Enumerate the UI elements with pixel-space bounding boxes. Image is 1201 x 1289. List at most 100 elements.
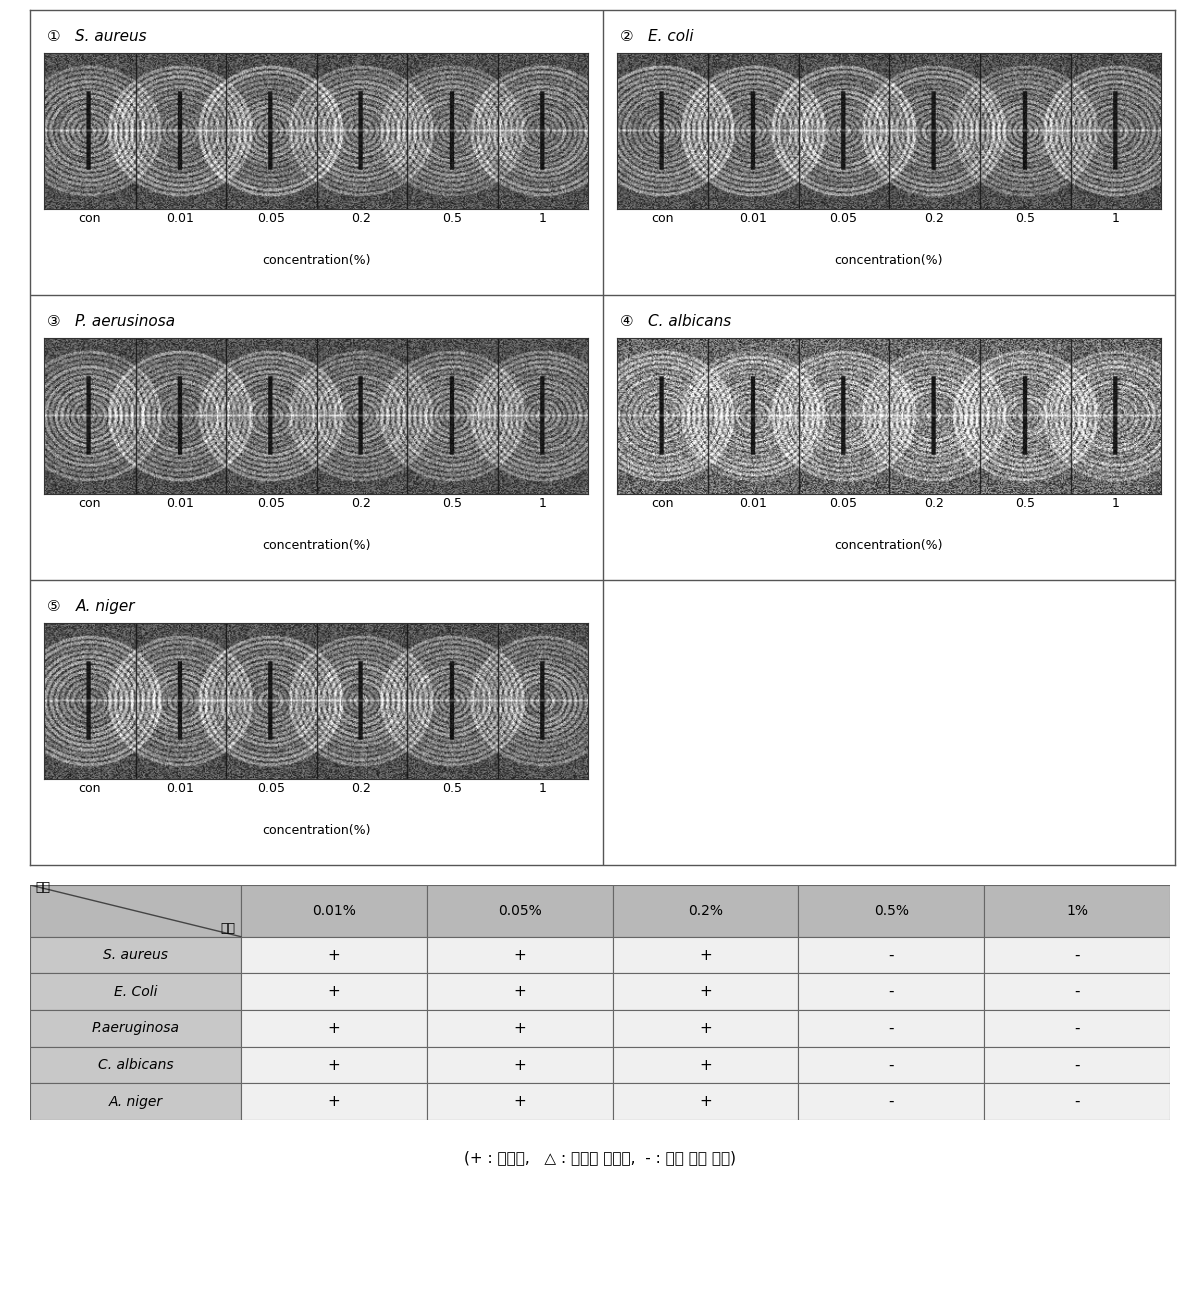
Text: +: + xyxy=(699,1057,712,1072)
Text: -: - xyxy=(889,1057,894,1072)
Text: +: + xyxy=(699,1094,712,1109)
Text: +: + xyxy=(513,1057,526,1072)
Text: -: - xyxy=(889,1094,894,1109)
Text: -: - xyxy=(1075,1021,1080,1036)
Bar xyxy=(241,1083,426,1120)
Text: A. niger: A. niger xyxy=(76,599,135,614)
Text: +: + xyxy=(699,947,712,963)
Bar xyxy=(984,886,1170,937)
Text: -: - xyxy=(1075,947,1080,963)
Bar xyxy=(30,937,241,973)
Text: C. albicans: C. albicans xyxy=(97,1058,173,1072)
Text: ④: ④ xyxy=(620,315,638,329)
Text: 0.05: 0.05 xyxy=(830,498,858,510)
Bar xyxy=(426,937,613,973)
Text: 0.5%: 0.5% xyxy=(874,904,909,918)
Text: 0.01%: 0.01% xyxy=(312,904,355,918)
Text: +: + xyxy=(513,947,526,963)
Bar xyxy=(30,1083,241,1120)
Text: 0.2: 0.2 xyxy=(352,213,371,226)
Text: concentration(%): concentration(%) xyxy=(262,254,370,267)
Text: 0.01: 0.01 xyxy=(167,498,195,510)
Bar xyxy=(241,973,426,1011)
Text: +: + xyxy=(328,947,340,963)
Text: 0.2%: 0.2% xyxy=(688,904,723,918)
Text: con: con xyxy=(78,213,101,226)
Bar xyxy=(30,973,241,1011)
Bar xyxy=(799,1011,984,1047)
Text: con: con xyxy=(651,213,674,226)
Text: 0.5: 0.5 xyxy=(442,213,462,226)
Text: -: - xyxy=(1075,985,1080,999)
Text: +: + xyxy=(513,1021,526,1036)
Text: 1: 1 xyxy=(1111,498,1119,510)
Bar xyxy=(984,973,1170,1011)
Text: 0.2: 0.2 xyxy=(352,498,371,510)
Bar xyxy=(426,1083,613,1120)
Text: con: con xyxy=(78,498,101,510)
Bar xyxy=(613,1047,799,1083)
Bar xyxy=(30,1047,241,1083)
Text: S. aureus: S. aureus xyxy=(103,947,168,962)
Text: +: + xyxy=(328,1021,340,1036)
Text: P. aerusinosa: P. aerusinosa xyxy=(76,315,175,329)
Text: 0.01: 0.01 xyxy=(167,782,195,795)
Text: E. Coli: E. Coli xyxy=(114,985,157,999)
Text: ②: ② xyxy=(620,28,638,44)
Bar xyxy=(613,1083,799,1120)
Text: 0.2: 0.2 xyxy=(924,213,944,226)
Text: 0.05: 0.05 xyxy=(257,498,285,510)
Bar xyxy=(30,1011,241,1047)
Text: 균류: 균류 xyxy=(36,882,50,895)
Text: 0.05: 0.05 xyxy=(257,213,285,226)
Text: ③: ③ xyxy=(47,315,66,329)
Text: -: - xyxy=(1075,1094,1080,1109)
Text: C. albicans: C. albicans xyxy=(647,315,731,329)
Text: concentration(%): concentration(%) xyxy=(262,824,370,837)
Text: A. niger: A. niger xyxy=(108,1094,162,1109)
Bar xyxy=(613,1011,799,1047)
Bar xyxy=(613,886,799,937)
Bar xyxy=(799,937,984,973)
Text: 0.5: 0.5 xyxy=(442,782,462,795)
Text: 1: 1 xyxy=(539,213,546,226)
Text: 0.01: 0.01 xyxy=(739,498,766,510)
Bar xyxy=(799,973,984,1011)
Bar xyxy=(426,886,613,937)
Text: 0.01: 0.01 xyxy=(167,213,195,226)
Text: concentration(%): concentration(%) xyxy=(262,539,370,552)
Bar xyxy=(241,886,426,937)
Bar xyxy=(426,1011,613,1047)
Bar xyxy=(799,1083,984,1120)
Text: ⑤: ⑤ xyxy=(47,599,66,614)
Text: +: + xyxy=(699,1021,712,1036)
Text: +: + xyxy=(513,1094,526,1109)
Text: +: + xyxy=(699,985,712,999)
Text: con: con xyxy=(651,498,674,510)
Text: concentration(%): concentration(%) xyxy=(835,254,943,267)
Text: 1: 1 xyxy=(539,782,546,795)
Text: 0.05: 0.05 xyxy=(257,782,285,795)
Bar xyxy=(613,973,799,1011)
Bar xyxy=(30,886,241,937)
Text: E. coli: E. coli xyxy=(647,28,693,44)
Bar xyxy=(984,1047,1170,1083)
Text: 0.05: 0.05 xyxy=(830,213,858,226)
Text: 0.05%: 0.05% xyxy=(497,904,542,918)
Text: 0.2: 0.2 xyxy=(924,498,944,510)
Bar xyxy=(426,1047,613,1083)
Text: +: + xyxy=(328,1057,340,1072)
Text: 1: 1 xyxy=(1111,213,1119,226)
Bar xyxy=(799,1047,984,1083)
Text: +: + xyxy=(328,1094,340,1109)
Bar xyxy=(241,1047,426,1083)
Bar xyxy=(984,1011,1170,1047)
Bar xyxy=(984,1083,1170,1120)
Bar xyxy=(426,973,613,1011)
Text: concentration(%): concentration(%) xyxy=(835,539,943,552)
Text: con: con xyxy=(78,782,101,795)
Text: -: - xyxy=(1075,1057,1080,1072)
Text: 0.5: 0.5 xyxy=(442,498,462,510)
Text: 0.2: 0.2 xyxy=(352,782,371,795)
Text: ①: ① xyxy=(47,28,66,44)
